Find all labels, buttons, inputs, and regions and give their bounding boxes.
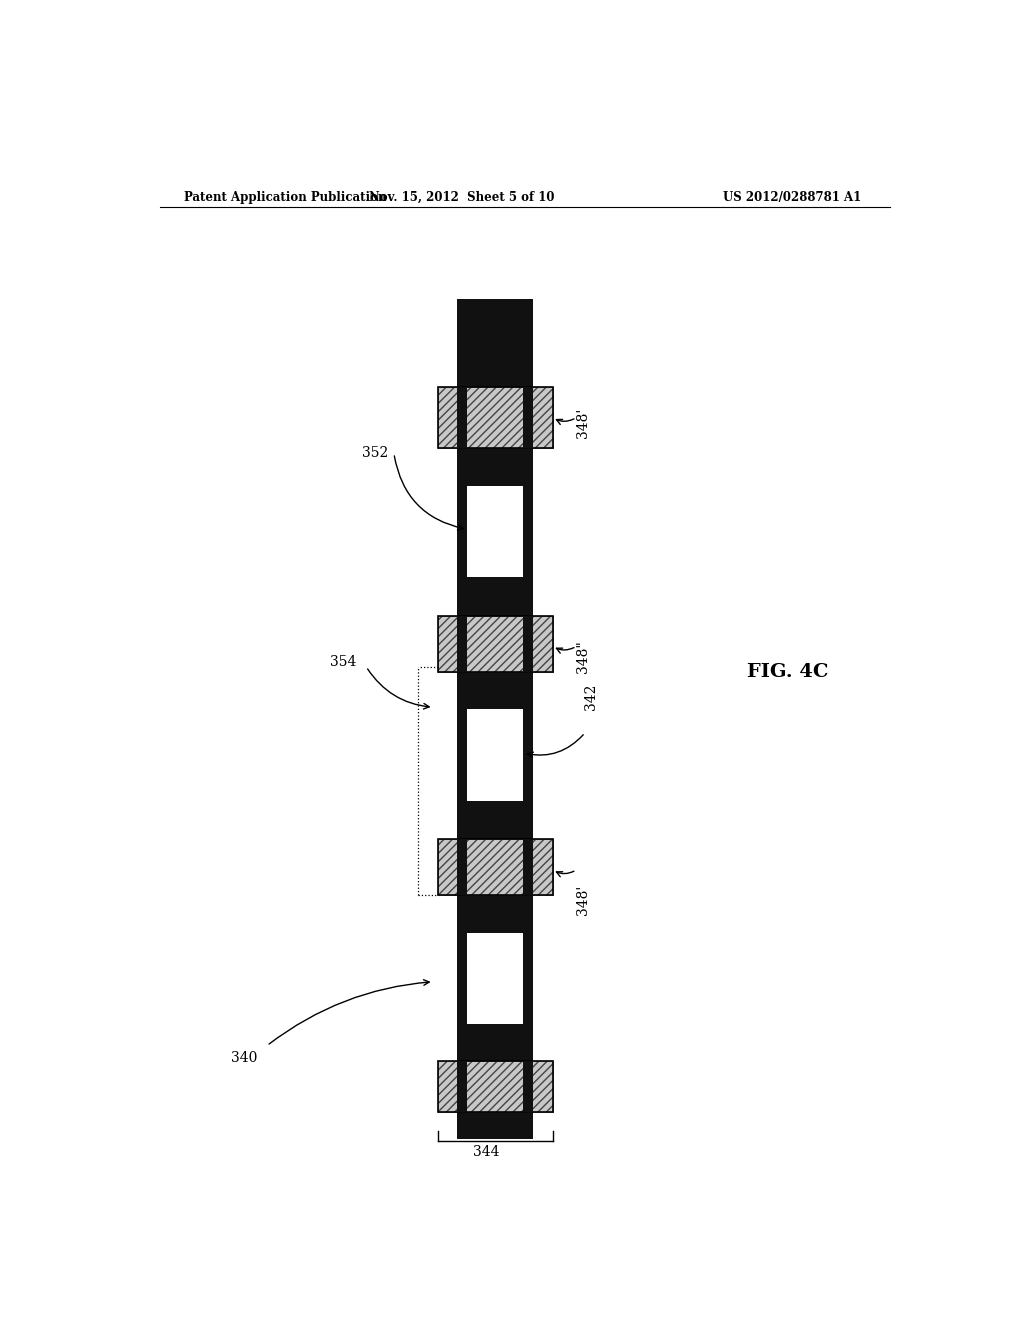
Text: 354: 354 bbox=[331, 655, 356, 668]
Text: 340: 340 bbox=[231, 1051, 258, 1065]
Bar bbox=[467, 486, 523, 577]
Bar bbox=[458, 387, 467, 447]
Bar bbox=[523, 933, 532, 1024]
Bar bbox=[437, 1061, 553, 1111]
Bar bbox=[467, 933, 523, 1024]
Text: 342: 342 bbox=[585, 684, 598, 710]
Bar bbox=[458, 840, 467, 895]
Text: US 2012/0288781 A1: US 2012/0288781 A1 bbox=[723, 190, 861, 203]
Bar bbox=[437, 1061, 553, 1111]
Text: FIG. 4C: FIG. 4C bbox=[748, 663, 828, 681]
Text: 348": 348" bbox=[577, 640, 591, 673]
Bar bbox=[437, 387, 553, 447]
Bar bbox=[437, 387, 553, 447]
Bar bbox=[437, 840, 553, 895]
Bar bbox=[458, 577, 532, 615]
Bar bbox=[437, 615, 553, 672]
Bar bbox=[458, 615, 467, 672]
Bar bbox=[458, 447, 532, 486]
Bar bbox=[458, 672, 532, 709]
Bar bbox=[437, 387, 553, 447]
Bar bbox=[523, 1061, 532, 1111]
Bar bbox=[458, 1061, 467, 1111]
Bar bbox=[523, 840, 532, 895]
Bar bbox=[458, 342, 532, 387]
Bar bbox=[437, 840, 553, 895]
Bar bbox=[458, 298, 532, 342]
Text: 344: 344 bbox=[473, 1146, 500, 1159]
Bar bbox=[458, 801, 532, 840]
Text: Patent Application Publication: Patent Application Publication bbox=[183, 190, 386, 203]
Bar bbox=[458, 486, 467, 577]
Bar bbox=[437, 615, 553, 672]
Text: 348': 348' bbox=[577, 408, 591, 438]
Bar bbox=[523, 615, 532, 672]
Bar bbox=[523, 709, 532, 801]
Bar bbox=[458, 1111, 532, 1139]
Bar bbox=[523, 387, 532, 447]
Bar bbox=[458, 1024, 532, 1061]
Bar bbox=[437, 1061, 553, 1111]
Bar bbox=[523, 486, 532, 577]
Bar bbox=[458, 933, 467, 1024]
Bar bbox=[458, 895, 532, 933]
Bar bbox=[437, 615, 553, 672]
Bar bbox=[437, 840, 553, 895]
Text: 352: 352 bbox=[362, 446, 388, 461]
Text: 348': 348' bbox=[577, 886, 591, 916]
Bar bbox=[467, 709, 523, 801]
Text: Nov. 15, 2012  Sheet 5 of 10: Nov. 15, 2012 Sheet 5 of 10 bbox=[369, 190, 554, 203]
Bar bbox=[458, 709, 467, 801]
